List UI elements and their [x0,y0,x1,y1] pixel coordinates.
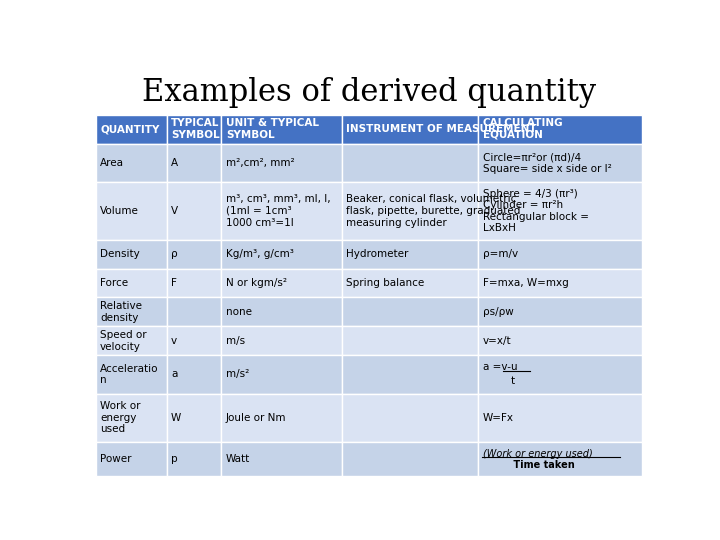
FancyBboxPatch shape [166,355,221,394]
Text: INSTRUMENT OF MEASUREMENT: INSTRUMENT OF MEASUREMENT [346,124,536,134]
Text: v: v [171,336,177,346]
Text: a =v-u: a =v-u [483,362,518,372]
Text: Relative
density: Relative density [100,301,142,323]
Text: Watt: Watt [226,454,250,464]
Text: m/s: m/s [226,336,245,346]
FancyBboxPatch shape [166,144,221,182]
Text: Speed or
velocity: Speed or velocity [100,330,147,352]
FancyBboxPatch shape [221,355,342,394]
Text: Time taken: Time taken [483,461,575,470]
FancyBboxPatch shape [221,114,342,144]
FancyBboxPatch shape [166,268,221,298]
FancyBboxPatch shape [166,240,221,268]
Text: N or kgm/s²: N or kgm/s² [226,278,287,288]
Text: F: F [171,278,177,288]
FancyBboxPatch shape [96,442,166,476]
FancyBboxPatch shape [478,355,642,394]
FancyBboxPatch shape [478,240,642,268]
FancyBboxPatch shape [166,394,221,442]
FancyBboxPatch shape [221,394,342,442]
Text: Kg/m³, g/cm³: Kg/m³, g/cm³ [226,249,294,259]
FancyBboxPatch shape [342,355,478,394]
FancyBboxPatch shape [478,298,642,326]
Text: Volume: Volume [100,206,139,216]
Text: QUANTITY: QUANTITY [100,124,159,134]
FancyBboxPatch shape [96,144,166,182]
Text: m/s²: m/s² [226,369,249,380]
FancyBboxPatch shape [221,442,342,476]
Text: W=Fx: W=Fx [483,413,514,423]
Text: CALCULATING
EQUATION: CALCULATING EQUATION [483,118,564,140]
Text: V: V [171,206,179,216]
FancyBboxPatch shape [478,182,642,240]
FancyBboxPatch shape [478,144,642,182]
FancyBboxPatch shape [478,394,642,442]
FancyBboxPatch shape [96,394,166,442]
Text: Area: Area [100,158,124,168]
FancyBboxPatch shape [221,298,342,326]
FancyBboxPatch shape [166,114,221,144]
Text: TYPICAL
SYMBOL: TYPICAL SYMBOL [171,118,220,140]
FancyBboxPatch shape [342,326,478,355]
Text: m³, cm³, mm³, ml, l,
(1ml = 1cm³
1000 cm³=1l: m³, cm³, mm³, ml, l, (1ml = 1cm³ 1000 cm… [226,194,330,227]
Text: ρ=m/v: ρ=m/v [483,249,518,259]
FancyBboxPatch shape [342,182,478,240]
Text: Sphere = 4/3 (πr³)
Cylinder = πr²h
Rectangular block =
LxBxH: Sphere = 4/3 (πr³) Cylinder = πr²h Recta… [483,188,589,233]
FancyBboxPatch shape [96,182,166,240]
FancyBboxPatch shape [221,240,342,268]
Text: (Work or energy used): (Work or energy used) [483,449,593,459]
Text: Density: Density [100,249,140,259]
Text: v=x/t: v=x/t [483,336,511,346]
FancyBboxPatch shape [96,298,166,326]
FancyBboxPatch shape [342,144,478,182]
Text: t: t [510,376,515,387]
FancyBboxPatch shape [478,268,642,298]
FancyBboxPatch shape [166,182,221,240]
FancyBboxPatch shape [96,114,166,144]
Text: Beaker, conical flask, volumetric
flask, pipette, burette, graduated
measuring c: Beaker, conical flask, volumetric flask,… [346,194,521,227]
FancyBboxPatch shape [221,182,342,240]
Text: Work or
energy
used: Work or energy used [100,401,140,434]
FancyBboxPatch shape [478,326,642,355]
Text: Acceleratio
n: Acceleratio n [100,363,158,385]
Text: Spring balance: Spring balance [346,278,424,288]
Text: none: none [226,307,252,317]
Text: Power: Power [100,454,132,464]
Text: p: p [171,454,178,464]
Text: F=mxa, W=mxg: F=mxa, W=mxg [483,278,569,288]
Text: a: a [171,369,178,380]
Text: Force: Force [100,278,128,288]
Text: W: W [171,413,181,423]
FancyBboxPatch shape [342,268,478,298]
Text: ρ: ρ [171,249,178,259]
FancyBboxPatch shape [166,326,221,355]
Text: Joule or Nm: Joule or Nm [226,413,287,423]
FancyBboxPatch shape [166,442,221,476]
Text: ρs/ρw: ρs/ρw [483,307,513,317]
Text: m²,cm², mm²: m²,cm², mm² [226,158,294,168]
FancyBboxPatch shape [342,442,478,476]
FancyBboxPatch shape [221,268,342,298]
FancyBboxPatch shape [96,240,166,268]
FancyBboxPatch shape [221,326,342,355]
FancyBboxPatch shape [166,298,221,326]
FancyBboxPatch shape [96,326,166,355]
FancyBboxPatch shape [342,114,478,144]
Text: UNIT & TYPICAL
SYMBOL: UNIT & TYPICAL SYMBOL [226,118,319,140]
Text: A: A [171,158,179,168]
FancyBboxPatch shape [478,442,642,476]
Text: Examples of derived quantity: Examples of derived quantity [142,77,596,109]
FancyBboxPatch shape [96,268,166,298]
FancyBboxPatch shape [96,355,166,394]
FancyBboxPatch shape [342,240,478,268]
FancyBboxPatch shape [221,144,342,182]
Text: Circle=πr²or (πd)/4
Square= side x side or l²: Circle=πr²or (πd)/4 Square= side x side … [483,152,611,173]
FancyBboxPatch shape [342,394,478,442]
FancyBboxPatch shape [342,298,478,326]
Text: Hydrometer: Hydrometer [346,249,408,259]
FancyBboxPatch shape [478,114,642,144]
